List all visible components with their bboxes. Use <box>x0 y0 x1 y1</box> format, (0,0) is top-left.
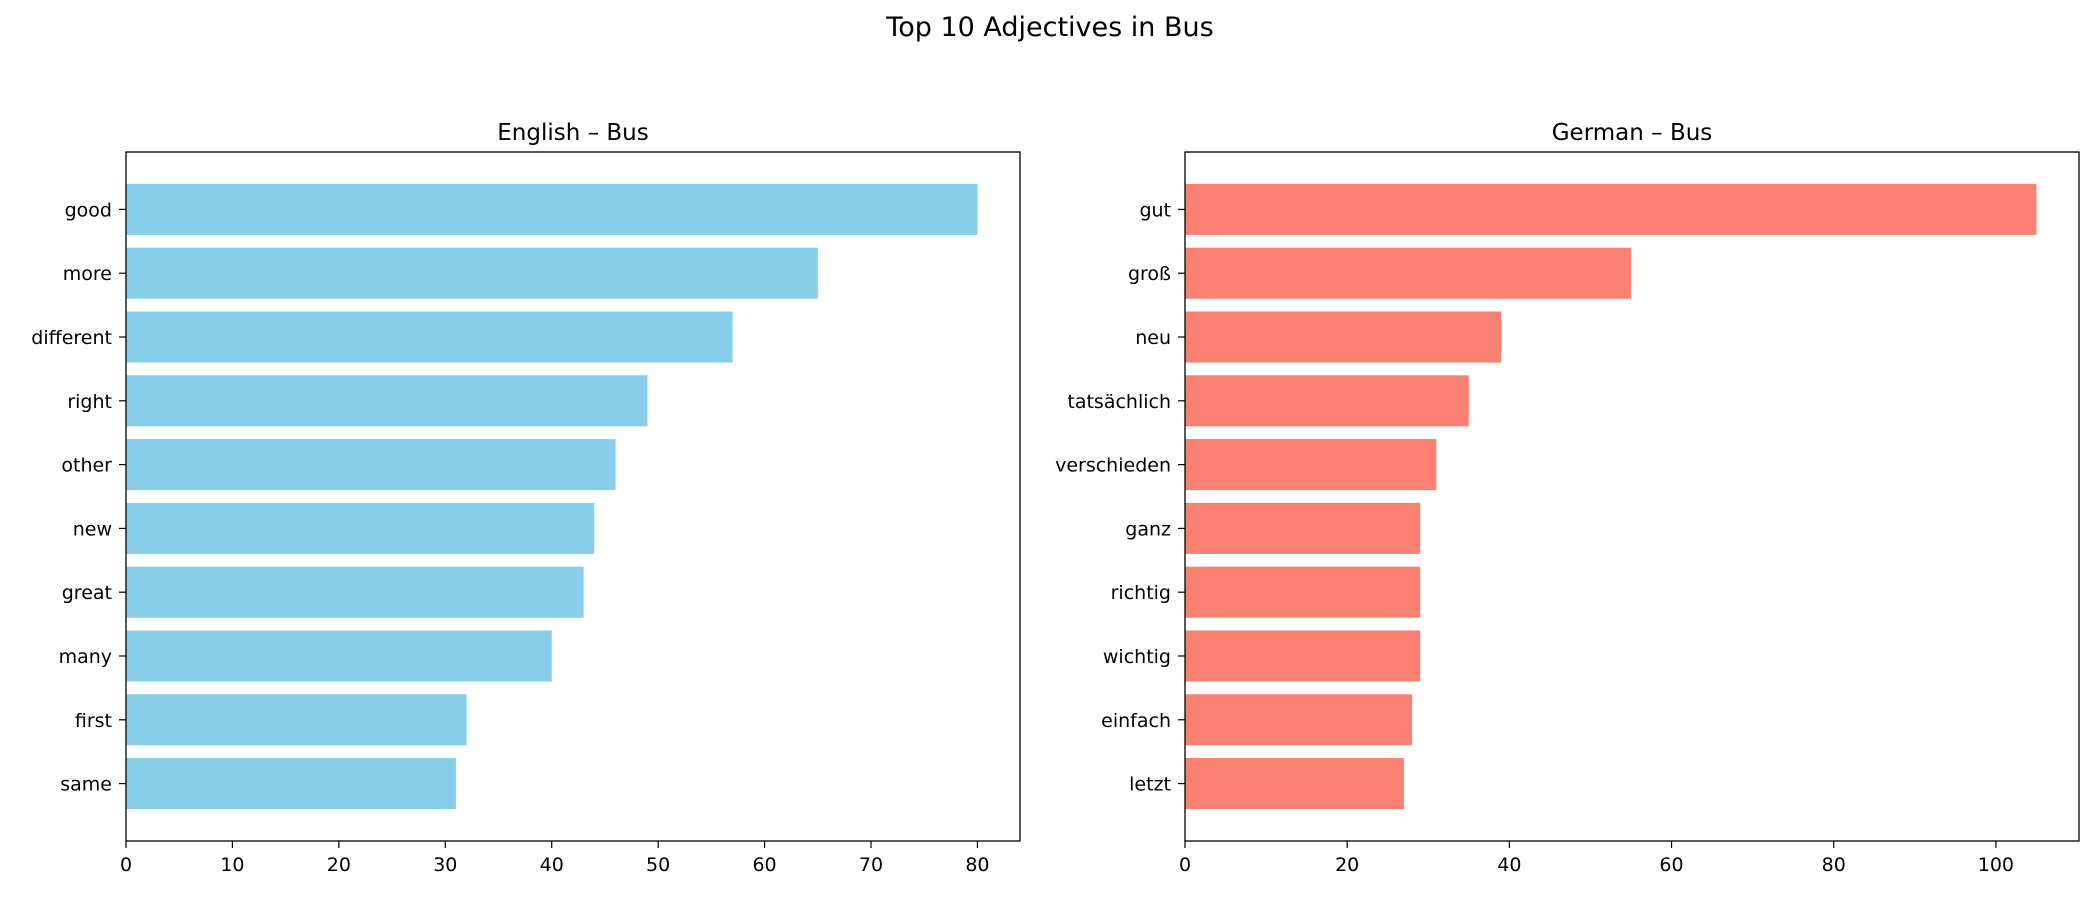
bar-english-2 <box>126 311 733 363</box>
ytick-label-english-7: many <box>59 646 112 668</box>
chart-german: German – Bus gut groß neu tatsächlich verschi… <box>1055 120 2080 876</box>
ytick-label-english-4: other <box>61 455 112 477</box>
xtick-label-english-3: 30 <box>433 854 457 876</box>
bar-german-5 <box>1185 502 1421 554</box>
bar-english-5 <box>126 502 595 554</box>
ytick-label-english-2: different <box>31 327 112 349</box>
ytick-label-german-7: wichtig <box>1103 646 1171 668</box>
bar-english-1 <box>126 247 818 299</box>
bar-german-4 <box>1185 439 1437 491</box>
bar-english-7 <box>126 630 552 682</box>
ytick-label-german-2: neu <box>1135 327 1171 349</box>
ytick-label-english-3: right <box>67 391 112 413</box>
xtick-label-english-1: 10 <box>220 854 244 876</box>
ytick-label-german-4: verschieden <box>1055 455 1171 477</box>
bar-english-8 <box>126 694 467 746</box>
bar-german-3 <box>1185 375 1469 427</box>
xtick-label-english-6: 60 <box>752 854 776 876</box>
xtick-label-german-4: 80 <box>1822 854 1846 876</box>
ytick-label-german-0: gut <box>1139 199 1171 221</box>
bar-german-9 <box>1185 758 1404 810</box>
bar-english-4 <box>126 439 616 491</box>
ytick-label-german-1: groß <box>1128 263 1171 285</box>
xtick-label-german-3: 60 <box>1659 854 1683 876</box>
xtick-label-english-5: 50 <box>646 854 670 876</box>
bar-english-6 <box>126 566 584 618</box>
ytick-label-german-9: letzt <box>1129 774 1171 796</box>
bar-german-0 <box>1185 183 2037 235</box>
ytick-label-english-1: more <box>63 263 112 285</box>
bar-english-3 <box>126 375 648 427</box>
xtick-label-german-5: 100 <box>1978 854 2014 876</box>
xtick-label-german-0: 0 <box>1179 854 1191 876</box>
xtick-label-english-8: 80 <box>965 854 989 876</box>
bar-german-8 <box>1185 694 1413 746</box>
xtick-label-english-0: 0 <box>120 854 132 876</box>
xtick-label-german-2: 40 <box>1497 854 1521 876</box>
bar-german-2 <box>1185 311 1502 363</box>
subplot-title-german: German – Bus <box>1552 120 1713 146</box>
ytick-label-german-6: richtig <box>1111 582 1171 604</box>
xtick-label-english-7: 70 <box>859 854 883 876</box>
chart-english: English – Bus good more different right other… <box>31 120 1021 876</box>
bar-german-6 <box>1185 566 1421 618</box>
ytick-label-german-8: einfach <box>1101 710 1171 732</box>
axes-frame-english <box>125 151 1021 842</box>
ytick-label-english-0: good <box>65 199 112 221</box>
ytick-label-english-8: first <box>75 710 112 732</box>
ytick-label-english-5: new <box>73 518 112 540</box>
xtick-label-german-1: 20 <box>1335 854 1359 876</box>
bar-german-1 <box>1185 247 1631 299</box>
axes-frame-german <box>1184 151 2080 842</box>
xtick-label-english-2: 20 <box>327 854 351 876</box>
ytick-label-english-9: same <box>60 774 112 796</box>
ytick-label-german-3: tatsächlich <box>1067 391 1171 413</box>
ytick-label-german-5: ganz <box>1125 518 1171 540</box>
bar-english-0 <box>126 183 978 235</box>
ytick-label-english-6: great <box>62 582 112 604</box>
bar-english-9 <box>126 758 456 810</box>
xtick-label-english-4: 40 <box>540 854 564 876</box>
figure-title: Top 10 Adjectives in Bus <box>886 12 1214 43</box>
subplot-title-english: English – Bus <box>497 120 649 146</box>
bar-german-7 <box>1185 630 1421 682</box>
